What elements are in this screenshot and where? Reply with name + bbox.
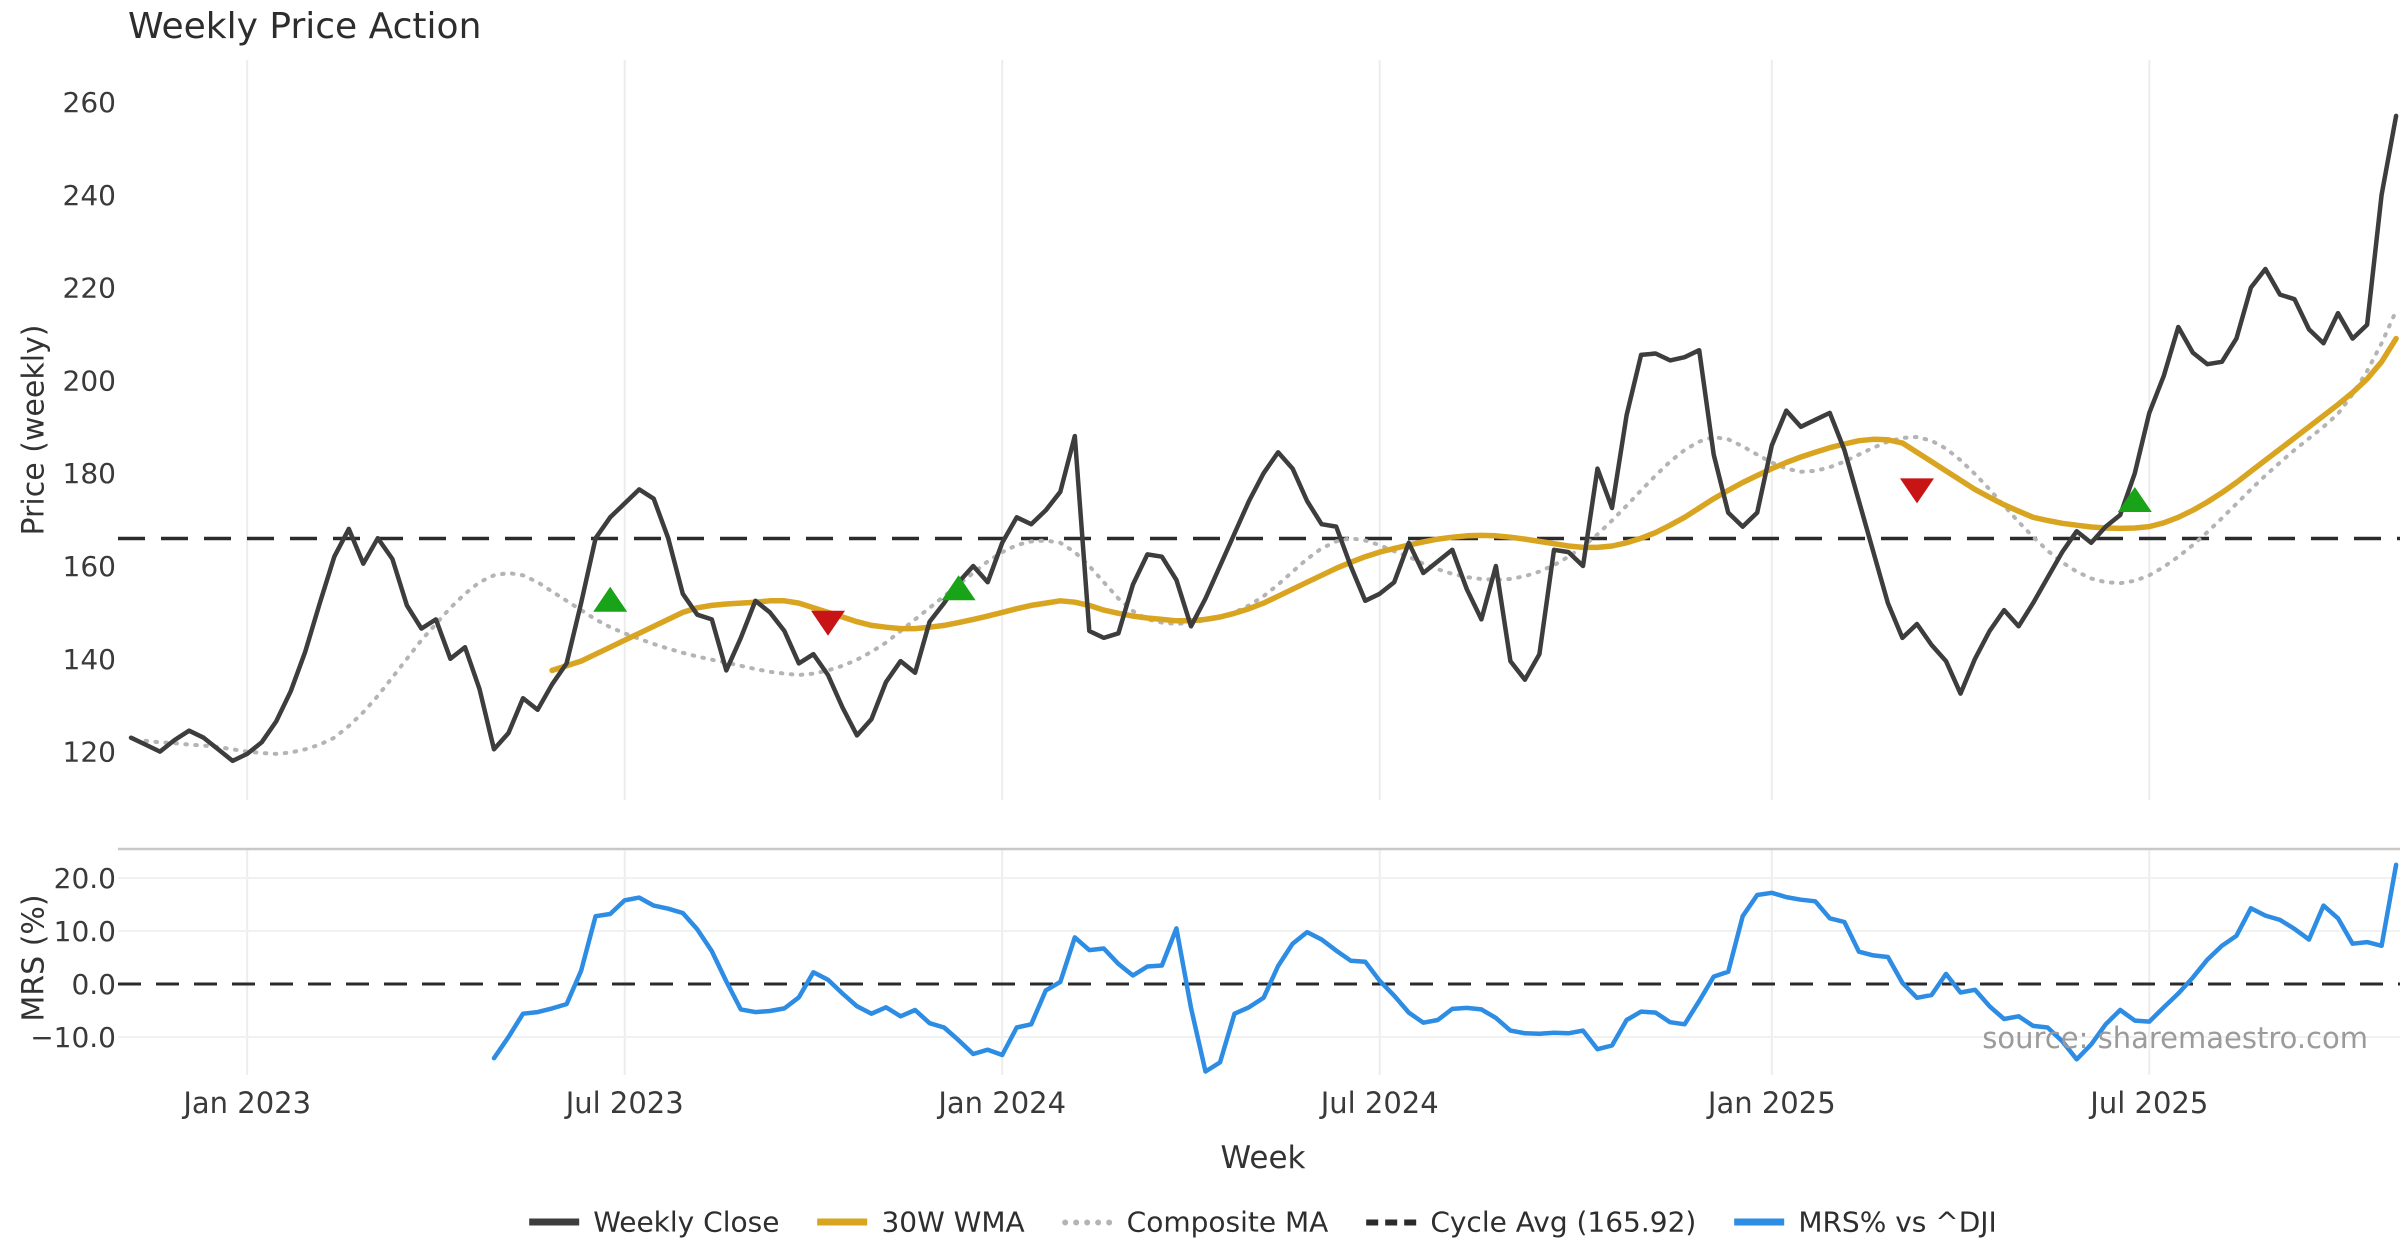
legend-label-mrs: MRS% vs ^DJI: [1798, 1205, 1997, 1239]
sell-signal-marker: [811, 610, 845, 636]
weekly-close-line-swatch: [529, 1218, 580, 1226]
price-tick-220: 220: [63, 272, 116, 305]
price-tick-260: 260: [63, 86, 116, 119]
composite-ma-line-swatch: [1062, 1219, 1113, 1225]
legend-label-composite-ma: Composite MA: [1126, 1205, 1329, 1239]
legend-label-weekly-close: Weekly Close: [593, 1205, 780, 1239]
legend-item-cycle-avg: Cycle Avg (165.92): [1366, 1206, 1696, 1239]
buy-signal-marker: [941, 575, 976, 601]
wma-line: [549, 335, 2399, 674]
price-tick-240: 240: [63, 179, 116, 212]
mrs-tick-20: 20.0: [54, 862, 116, 895]
mrs-line-swatch: [1734, 1218, 1785, 1226]
legend-item-weekly-close: Weekly Close: [529, 1206, 779, 1239]
source-attribution: source: sharemaestro.com: [1982, 1021, 2368, 1055]
price-tick-120: 120: [63, 736, 116, 769]
legend-item-composite-ma: Composite MA: [1062, 1205, 1329, 1239]
price-axis-label: Price (weekly): [16, 324, 52, 536]
buy-signal-marker: [2117, 487, 2152, 512]
wma-line-swatch: [817, 1218, 868, 1226]
price-tick-140: 140: [63, 643, 116, 676]
buy-signal-marker: [593, 586, 628, 612]
sell-signal-marker: [1900, 478, 1934, 504]
x-tick-Jan-2025: Jan 2025: [1706, 1086, 1836, 1120]
legend-label-cycle-avg: Cycle Avg (165.92): [1430, 1205, 1697, 1239]
mrs-line: [491, 862, 2399, 1074]
mrs-tick--10: −10.0: [30, 1021, 116, 1054]
mrs-axis-label: MRS (%): [16, 894, 52, 1022]
x-tick-Jan-2024: Jan 2024: [936, 1086, 1066, 1120]
week-axis-label: Week: [1220, 1140, 1306, 1176]
legend-item-30w-wma: 30W WMA: [817, 1205, 1025, 1239]
cycle-avg-line-swatch: [1366, 1219, 1417, 1225]
legend: Weekly Close 30W WMA Composite MA Cycle …: [529, 1206, 1997, 1239]
mrs-tick-0: 0.0: [71, 968, 116, 1001]
legend-label-30w-wma: 30W WMA: [881, 1205, 1025, 1239]
price-tick-200: 200: [63, 364, 116, 397]
legend-item-mrs: MRS% vs ^DJI: [1734, 1206, 1997, 1239]
price-tick-160: 160: [63, 550, 116, 583]
x-tick-Jul-2023: Jul 2023: [564, 1086, 684, 1120]
price-tick-180: 180: [63, 457, 116, 490]
chart-title: Weekly Price Action: [128, 6, 482, 47]
x-tick-Jul-2024: Jul 2024: [1319, 1086, 1439, 1120]
weekly-close-line: [128, 113, 2399, 764]
x-tick-Jan-2023: Jan 2023: [181, 1086, 311, 1120]
composite-ma-line: [143, 308, 2399, 756]
x-tick-Jul-2025: Jul 2025: [2088, 1086, 2208, 1120]
mrs-tick-10: 10.0: [54, 915, 116, 948]
